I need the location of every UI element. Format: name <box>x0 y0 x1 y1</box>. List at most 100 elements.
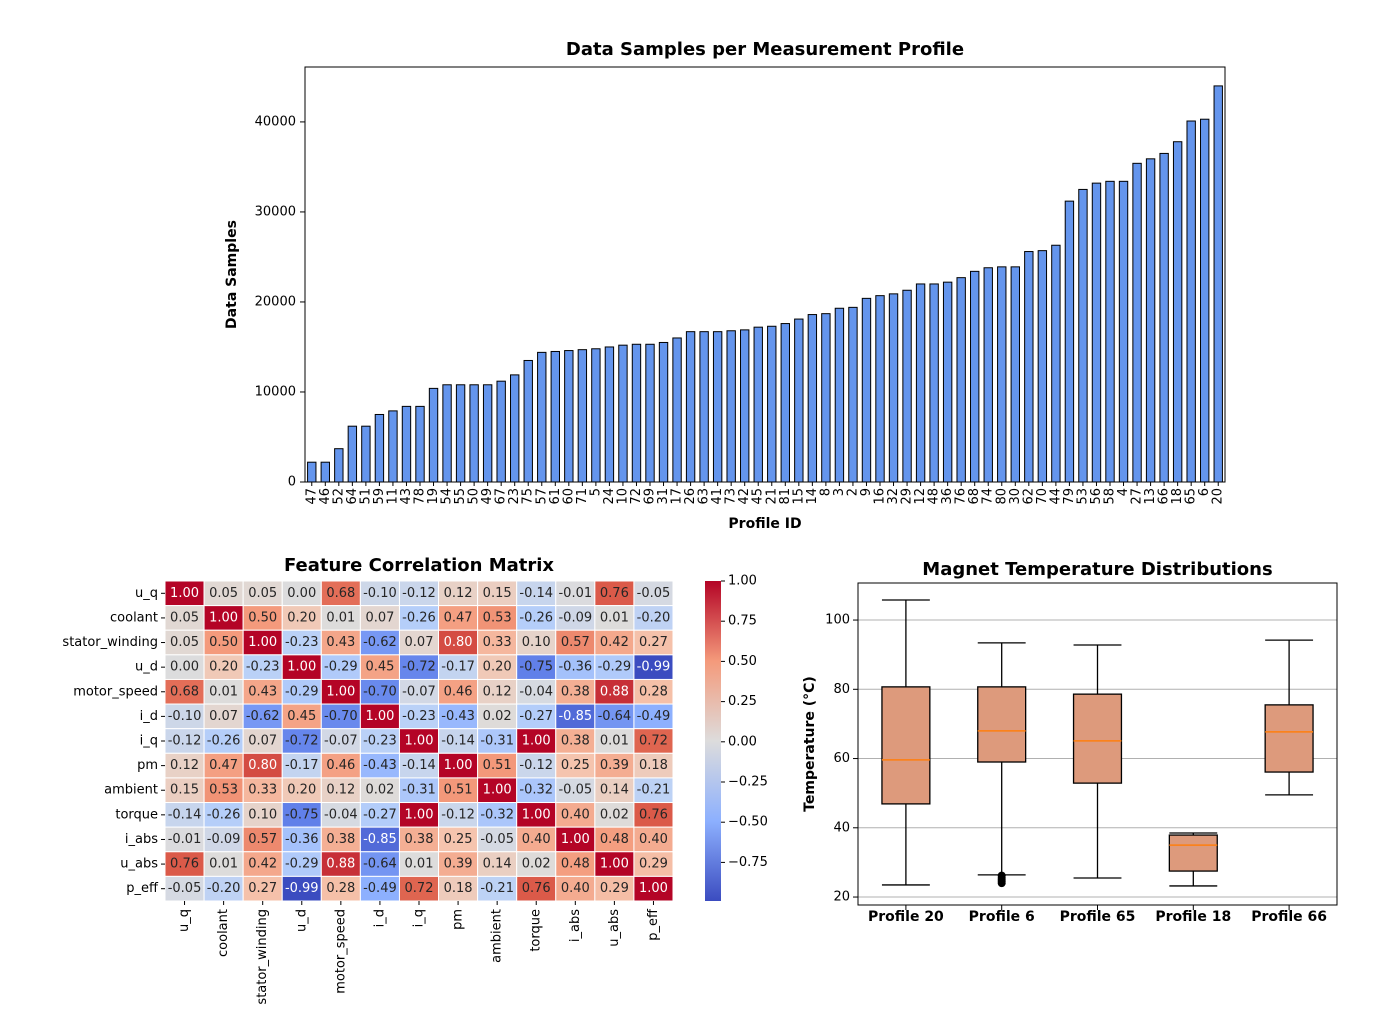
x-tick-label: 69 <box>643 488 658 505</box>
heatmap-cell <box>164 875 205 902</box>
cell-label: -0.05 <box>558 783 592 798</box>
x-tick-label: 16 <box>873 488 888 505</box>
heatmap-cell <box>359 703 400 730</box>
bar <box>1132 162 1142 483</box>
heatmap-cell <box>516 678 557 705</box>
x-tick-label: pm <box>451 909 466 930</box>
flier <box>997 879 1006 888</box>
heatmap-cell <box>359 605 400 631</box>
bar <box>645 343 655 483</box>
x-tick-label: 17 <box>670 488 685 505</box>
bar <box>1186 120 1196 483</box>
cell-label: 0.07 <box>405 635 434 650</box>
cell-label: 0.12 <box>483 684 512 699</box>
heatmap-cell <box>477 629 518 656</box>
bar <box>307 461 317 483</box>
heatmap-cell <box>398 703 440 730</box>
heatmap-cell <box>633 629 674 656</box>
cell-label: -0.99 <box>637 660 671 675</box>
cell-label: 0.38 <box>405 832 434 847</box>
cell-label: 0.48 <box>561 857 590 872</box>
heatmap-cell <box>164 678 205 705</box>
cell-label: -0.32 <box>480 807 514 822</box>
x-tick-label: 61 <box>548 488 563 505</box>
heatmap-cell <box>359 629 400 656</box>
heatmap-cell <box>594 777 635 804</box>
cell-label: -0.27 <box>363 807 397 822</box>
cell-label: -0.26 <box>207 734 241 749</box>
y-tick-label: i_d <box>140 709 158 724</box>
bar <box>577 349 588 483</box>
x-tick-label: 32 <box>886 488 901 505</box>
x-tick-label: 47 <box>304 488 319 505</box>
heatmap-cell <box>281 580 322 607</box>
heatmap-cell <box>594 629 635 656</box>
x-tick-label: 73 <box>724 488 739 505</box>
cell-label: -0.75 <box>519 660 553 675</box>
heatmap-cell <box>398 752 440 779</box>
colorbar-tick-label: −0.75 <box>728 855 768 870</box>
x-tick-label: 63 <box>697 488 712 505</box>
bar <box>848 306 858 483</box>
heatmap-cell <box>242 826 283 853</box>
cell-label: -0.14 <box>168 807 202 822</box>
x-tick-label: 45 <box>751 488 766 505</box>
x-tick-label: 68 <box>967 488 982 505</box>
cell-label: 0.02 <box>365 783 394 798</box>
cell-label: 0.50 <box>209 635 238 650</box>
y-tick-label: 80 <box>833 682 850 697</box>
cell-label: 0.12 <box>444 586 473 601</box>
cell-label: 0.10 <box>248 807 277 822</box>
x-tick-label: Profile 20 <box>868 909 944 925</box>
x-tick-label: u_q <box>177 909 192 932</box>
x-tick-label: 55 <box>453 488 468 505</box>
bar <box>388 410 398 483</box>
bar <box>455 384 466 483</box>
bar <box>753 326 763 483</box>
x-tick-label: 70 <box>1035 488 1050 505</box>
bar <box>685 331 696 483</box>
cell-label: -0.20 <box>207 881 241 896</box>
x-tick-label: 80 <box>994 488 1009 505</box>
x-tick-label: 72 <box>629 488 644 505</box>
bar <box>861 297 872 483</box>
bar <box>1078 188 1088 483</box>
heatmap-cell <box>359 654 400 680</box>
cell-label: 0.02 <box>600 807 629 822</box>
cell-label: 0.18 <box>444 881 473 896</box>
cell-label: -0.21 <box>480 881 514 896</box>
heatmap-cell <box>633 851 674 877</box>
heatmap-cell <box>281 654 322 680</box>
bar <box>1037 250 1048 483</box>
heatmap-cell <box>555 629 596 656</box>
cell-label: 0.05 <box>248 586 277 601</box>
cell-label: 0.76 <box>170 857 199 872</box>
x-tick-label: 15 <box>791 488 806 505</box>
cell-label: -0.23 <box>246 660 280 675</box>
x-tick-label: 48 <box>927 488 942 505</box>
heatmap-cell <box>555 678 596 705</box>
cell-label: 0.51 <box>444 783 473 798</box>
bar <box>794 318 804 483</box>
cell-label: 0.38 <box>326 832 355 847</box>
bar <box>780 323 790 483</box>
x-tick-label: p_eff <box>646 908 661 941</box>
cell-label: 0.29 <box>639 857 668 872</box>
bar <box>888 293 899 483</box>
cell-label: 0.27 <box>248 881 277 896</box>
bar <box>564 350 574 483</box>
bar <box>482 384 493 483</box>
cell-label: -0.85 <box>558 709 592 724</box>
bar <box>604 346 615 483</box>
cell-label: -0.12 <box>519 758 553 773</box>
cell-label: 0.88 <box>600 684 629 699</box>
cell-label: -0.12 <box>168 734 202 749</box>
x-tick-label: 49 <box>480 488 495 505</box>
cell-label: -0.29 <box>285 684 319 699</box>
heatmap-cell <box>633 777 674 804</box>
cell-label: -0.14 <box>402 758 436 773</box>
heatmap-cell <box>633 678 674 705</box>
cell-label: -0.12 <box>402 586 436 601</box>
cell-label: -0.17 <box>441 660 475 675</box>
x-tick-label: 30 <box>1008 488 1023 505</box>
